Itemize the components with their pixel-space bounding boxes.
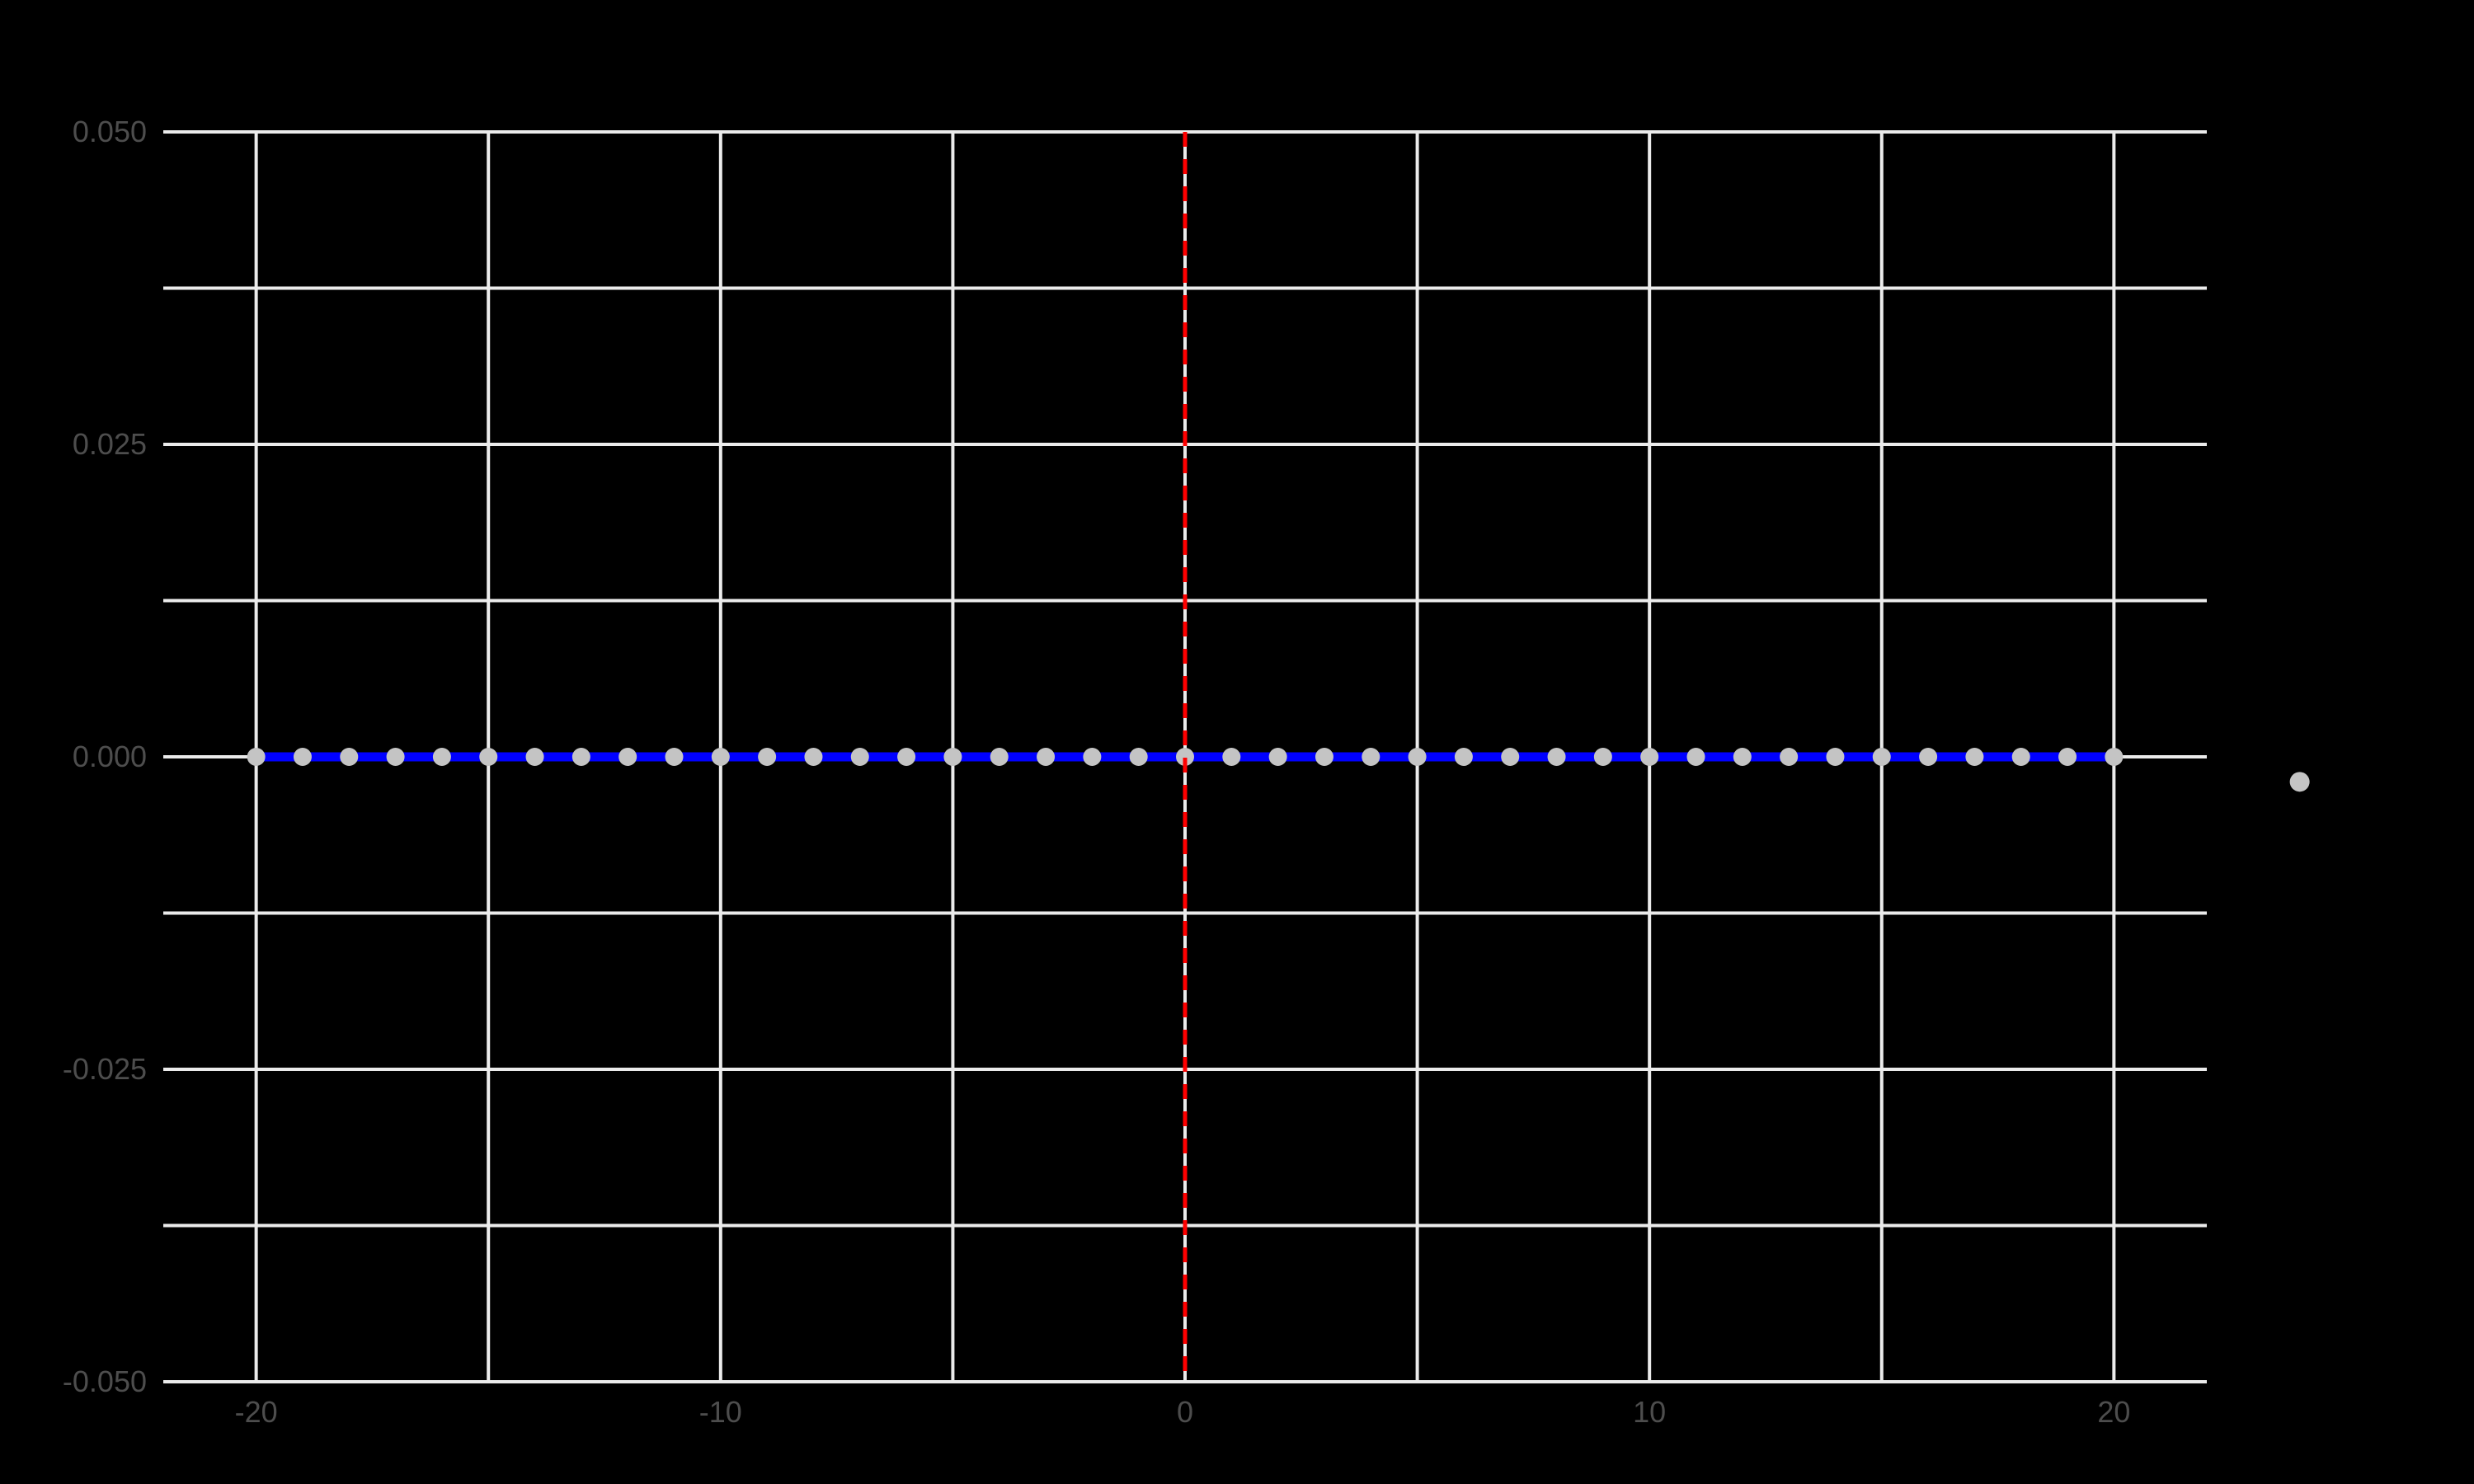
estimates-dot	[1315, 748, 1333, 766]
estimates-dot	[1919, 748, 1938, 766]
estimates-dot	[1408, 748, 1427, 766]
estimates-dot	[1268, 748, 1287, 766]
y-tick-label: -0.050	[63, 1364, 147, 1398]
estimates-dot	[1362, 748, 1380, 766]
estimates-dot	[340, 748, 359, 766]
estimates-dot	[571, 748, 590, 766]
estimates-dot	[386, 748, 405, 766]
estimates-dot	[618, 748, 637, 766]
estimates-dot	[1733, 748, 1752, 766]
estimates-dot	[1083, 748, 1102, 766]
estimates-dot	[665, 748, 684, 766]
estimates-dot	[1037, 748, 1056, 766]
estimates-dot	[1222, 748, 1241, 766]
estimates-dot	[1176, 748, 1194, 766]
estimates-dot	[850, 748, 869, 766]
estimates-dot	[2058, 748, 2077, 766]
y-tick-label: 0.000	[73, 740, 147, 773]
estimates-dot	[897, 748, 916, 766]
x-tick-label: 10	[1633, 1395, 1666, 1429]
estimates-dot	[711, 748, 730, 766]
estimates-dot	[758, 748, 777, 766]
x-tick-label: -20	[235, 1395, 278, 1429]
estimates-dot	[525, 748, 544, 766]
y-tick-label: 0.025	[73, 427, 147, 461]
estimates-dot	[943, 748, 962, 766]
estimates-dot	[247, 748, 266, 766]
x-tick-label: 20	[2097, 1395, 2130, 1429]
estimates-dot	[1640, 748, 1659, 766]
estimates-dot	[1593, 748, 1612, 766]
estimates-dot	[293, 748, 312, 766]
estimates-dot	[804, 748, 823, 766]
estimates-dot	[2011, 748, 2030, 766]
x-tick-label: 0	[1177, 1395, 1193, 1429]
estimates-dot	[1872, 748, 1891, 766]
estimates-dot	[1129, 748, 1148, 766]
estimates-dot	[432, 748, 451, 766]
estimates-dot	[990, 748, 1009, 766]
estimates-dot	[1686, 748, 1705, 766]
y-tick-label: -0.025	[63, 1052, 147, 1086]
estimates-dot	[1547, 748, 1566, 766]
estimates-dot	[479, 748, 498, 766]
x-tick-label: -10	[699, 1395, 742, 1429]
estimates-dot	[1965, 748, 1984, 766]
estimates-dot	[1826, 748, 1845, 766]
estimates-dot	[2105, 748, 2124, 766]
estimates-dot	[1454, 748, 1473, 766]
estimates-dot	[1501, 748, 1520, 766]
y-tick-label: 0.050	[73, 115, 147, 148]
estimates-dot	[1780, 748, 1799, 766]
outlier-point-dot	[2289, 772, 2310, 792]
